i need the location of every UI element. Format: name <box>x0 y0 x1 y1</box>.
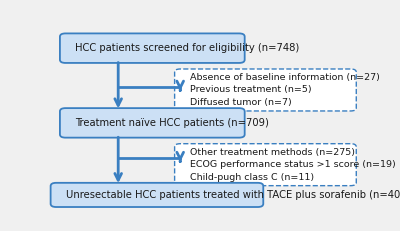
Text: Absence of baseline information (n=27)
Previous treatment (n=5)
Diffused tumor (: Absence of baseline information (n=27) P… <box>190 73 379 107</box>
FancyBboxPatch shape <box>60 33 245 63</box>
Text: HCC patients screened for eligibility (n=748): HCC patients screened for eligibility (n… <box>75 43 299 53</box>
FancyBboxPatch shape <box>175 69 356 111</box>
FancyBboxPatch shape <box>60 108 245 138</box>
Text: Other treatment methods (n=275)
ECOG performance status >1 score (n=19)
Child-pu: Other treatment methods (n=275) ECOG per… <box>190 148 395 182</box>
Text: Unresectable HCC patients treated with TACE plus sorafenib (n=404): Unresectable HCC patients treated with T… <box>66 190 400 200</box>
FancyBboxPatch shape <box>175 144 356 186</box>
Text: Treatment naïve HCC patients (n=709): Treatment naïve HCC patients (n=709) <box>75 118 269 128</box>
FancyBboxPatch shape <box>51 183 263 207</box>
